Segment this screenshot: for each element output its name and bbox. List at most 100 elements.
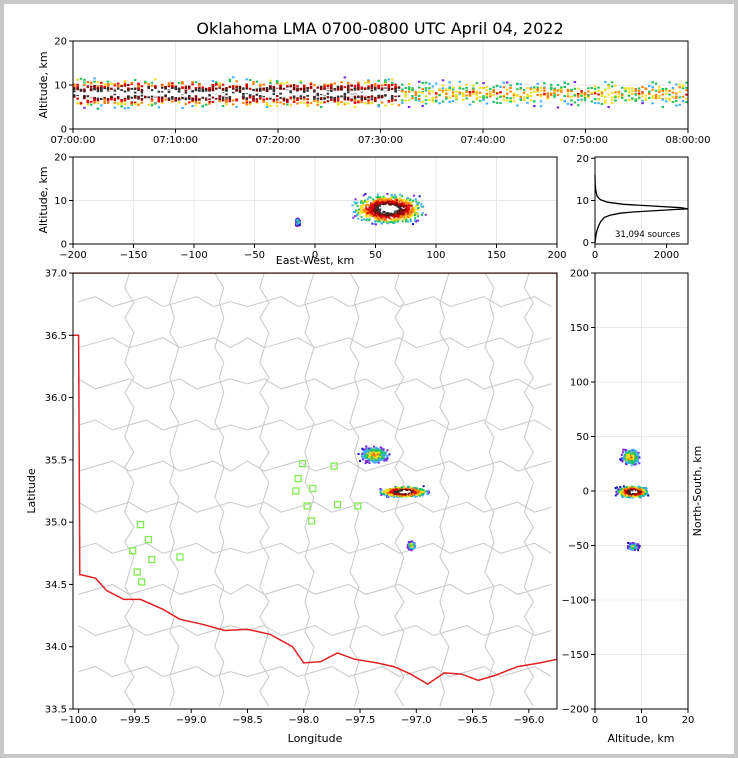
time-alt-cell <box>167 90 171 93</box>
time-alt-cell <box>634 93 637 96</box>
time-alt-cell <box>188 87 191 90</box>
plan-source-cell <box>417 489 420 492</box>
time-alt-cell <box>502 86 506 89</box>
time-alt-cell <box>583 97 587 100</box>
time-alt-cell <box>86 101 90 104</box>
time-alt-cell <box>495 92 499 95</box>
ew-alt-cell <box>351 204 354 207</box>
time-alt-cell <box>120 105 123 108</box>
time-alt-cell <box>357 84 360 87</box>
plan-source-cell <box>402 491 405 494</box>
ew-alt-cell <box>383 213 386 216</box>
time-alt-cell <box>265 101 269 104</box>
time-alt-cell <box>434 82 438 85</box>
time-alt-cell <box>177 94 181 97</box>
time-alt-cell <box>478 99 482 102</box>
time-alt-cell <box>245 101 249 104</box>
time-alt-xtick-label: 07:10:00 <box>153 135 198 146</box>
time-alt-cell <box>533 105 536 108</box>
time-alt-cell <box>641 102 644 105</box>
time-alt-cell <box>198 84 201 87</box>
time-alt-cell <box>489 87 492 90</box>
ew-alt-cell <box>378 219 381 222</box>
time-alt-cell <box>648 92 651 95</box>
time-alt-cell <box>123 82 127 85</box>
time-alt-cell <box>282 95 286 98</box>
time-alt-cell <box>110 95 113 98</box>
time-alt-cell <box>181 97 184 100</box>
time-alt-cell <box>96 81 100 84</box>
time-alt-cell <box>76 90 79 93</box>
plan-source-cell <box>412 486 415 489</box>
time-alt-cell <box>252 95 255 98</box>
time-alt-cell <box>387 85 391 88</box>
time-alt-cell <box>221 94 225 97</box>
time-alt-cell <box>600 102 604 105</box>
time-alt-cell <box>576 95 580 98</box>
ew-alt-cell <box>395 218 398 221</box>
ew-alt-ytick-label: 0 <box>61 240 67 251</box>
time-alt-cell <box>441 87 445 90</box>
time-alt-cell <box>198 92 201 95</box>
time-alt-cell <box>208 87 211 90</box>
time-alt-cell <box>133 91 137 94</box>
time-alt-cell <box>130 81 134 84</box>
time-alt-cell <box>380 84 384 87</box>
time-alt-cell <box>235 86 238 89</box>
plan-source-cell <box>405 488 408 491</box>
time-alt-cell <box>340 93 343 96</box>
time-alt-cell <box>171 82 174 85</box>
time-alt-cell <box>394 93 397 96</box>
time-alt-cell <box>664 92 668 95</box>
plan-source-cell <box>384 492 387 495</box>
time-alt-cell <box>238 95 242 98</box>
time-alt-ytick-label: 20 <box>54 37 67 48</box>
time-alt-cell <box>127 97 130 100</box>
time-alt-cell <box>309 88 313 91</box>
time-alt-cell <box>120 102 123 105</box>
time-alt-cell <box>235 92 238 95</box>
time-alt-cell <box>309 82 313 85</box>
ew-alt-cell <box>380 216 383 219</box>
time-alt-cell <box>154 85 157 88</box>
time-alt-cell <box>116 85 120 88</box>
plan-source-cell <box>380 458 383 461</box>
time-alt-cell <box>286 100 289 103</box>
time-alt-cell <box>411 89 414 92</box>
plan-source-cell <box>387 489 390 492</box>
time-alt-cell <box>245 83 249 86</box>
time-alt-cell <box>306 92 309 95</box>
ew-alt-cell <box>376 210 379 213</box>
station-marker <box>133 568 141 576</box>
time-alt-cell <box>360 89 364 92</box>
time-alt-cell <box>387 78 391 81</box>
time-alt-cell <box>478 87 482 90</box>
time-alt-cell <box>516 88 519 91</box>
time-alt-cell <box>461 95 465 98</box>
ew-alt-cell <box>374 208 377 211</box>
plan-source-cell <box>406 494 409 497</box>
time-alt-cell <box>231 76 235 79</box>
time-alt-cell <box>144 90 147 93</box>
time-alt-cell <box>418 86 421 89</box>
plan-source-cell <box>367 448 370 451</box>
plan-source-cell <box>421 490 424 493</box>
time-alt-cell <box>292 95 296 98</box>
time-alt-cell <box>556 89 560 92</box>
time-alt-cell <box>309 93 313 96</box>
time-alt-cell <box>286 90 289 93</box>
time-alt-cell <box>231 91 235 94</box>
ew-alt-cell <box>379 214 382 217</box>
time-alt-cell <box>316 97 320 100</box>
time-alt-cell <box>248 87 252 90</box>
time-alt-cell <box>472 92 475 95</box>
time-alt-cell <box>326 100 330 103</box>
time-alt-cell <box>614 84 617 87</box>
time-alt-cell <box>164 95 167 98</box>
time-alt-cell <box>259 95 262 98</box>
time-alt-cell <box>103 92 106 95</box>
county-line <box>78 337 552 349</box>
ew-alt-cell <box>405 210 408 213</box>
time-alt-cell <box>681 85 685 88</box>
plan-source-cell <box>403 493 406 496</box>
